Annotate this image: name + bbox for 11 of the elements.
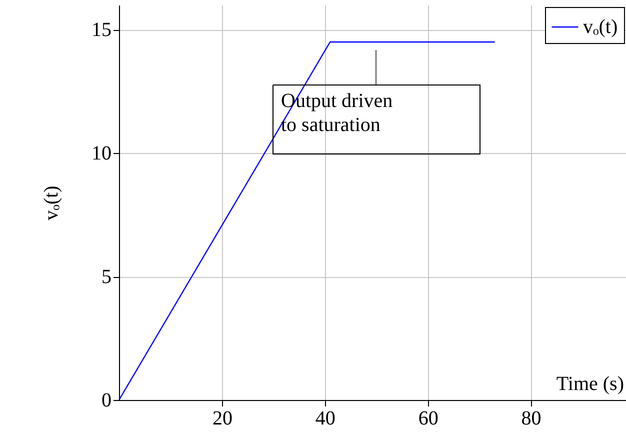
y-tick-label: 10 bbox=[92, 142, 112, 165]
x-tick-label: 60 bbox=[418, 408, 438, 430]
y-axis-title: vₒ(t) bbox=[40, 186, 62, 220]
x-tick-label: 40 bbox=[315, 408, 336, 430]
y-tick-label: 5 bbox=[102, 266, 112, 288]
y-tick-label: 0 bbox=[102, 390, 112, 412]
y-tick-label: 15 bbox=[92, 19, 112, 42]
x-axis-title: Time (s) bbox=[556, 373, 624, 395]
x-tick-label: 20 bbox=[212, 408, 232, 430]
x-tick-label: 80 bbox=[521, 408, 542, 430]
legend-label: vₒ(t) bbox=[583, 16, 618, 38]
